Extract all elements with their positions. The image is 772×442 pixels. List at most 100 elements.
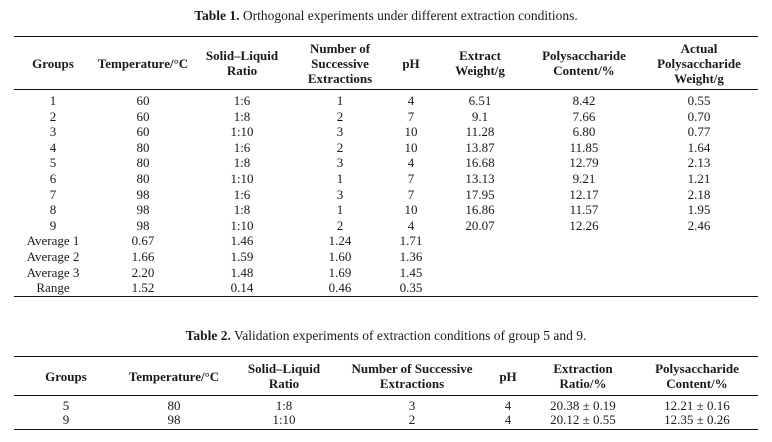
table1-cell: 98: [136, 202, 150, 218]
table1-row: 4 80 1:6 2 10 13.87 11.85 1.64: [14, 140, 758, 156]
table2-cell: 3: [408, 398, 416, 413]
table1-cell: 2.13: [687, 155, 711, 171]
table1-cell: 5: [49, 155, 57, 171]
table1-cell: 6.80: [572, 124, 596, 140]
table1-cell: 0.67: [131, 233, 155, 249]
table1-cell: [640, 249, 758, 265]
table1-header-ph: pH: [402, 55, 420, 71]
table1-cell: 1:6: [233, 139, 251, 155]
table1-cell: 3: [336, 124, 344, 140]
table1-cell: 10: [404, 124, 418, 140]
table1-row: Average 2 1.66 1.59 1.60 1.36: [14, 249, 758, 265]
table1-cell: 4: [49, 139, 57, 155]
table1-cell: 0.77: [687, 124, 711, 140]
table2-cell: 20.12 ± 0.55: [530, 413, 636, 430]
table1-cell: 60: [136, 93, 150, 108]
table1-cell: [640, 280, 758, 297]
table1-cell: 1.52: [92, 280, 194, 297]
table1-cell: 16.68: [465, 155, 495, 171]
table2-caption-text: Validation experiments of extraction con…: [230, 328, 587, 343]
table1-cell: 13.13: [465, 170, 495, 186]
table1-cell: 10: [404, 139, 418, 155]
table1-cell: 1: [49, 93, 57, 108]
table1-row: 9 98 1:10 2 4 20.07 12.26 2.46: [14, 218, 758, 234]
table1-cell: 1.48: [230, 264, 254, 280]
table1-cell: 1.64: [687, 139, 711, 155]
table1-row: 6 80 1:10 1 7 13.13 9.21 1.21: [14, 171, 758, 187]
table2-caption: Table 2. Validation experiments of extra…: [0, 328, 772, 344]
table1-cell: 2: [49, 108, 57, 124]
table2-cell: 80: [167, 398, 181, 413]
table2-header-temperature: Temperature/°C: [128, 368, 220, 384]
table1-cell: 0.55: [687, 93, 711, 108]
table1-cell: 9.21: [572, 170, 596, 186]
table1-row: 8 98 1:8 1 10 16.86 11.57 1.95: [14, 202, 758, 218]
table1-cell: 1:6: [233, 93, 251, 108]
table1-cell: 0.35: [390, 280, 432, 297]
table1-cell: 1:8: [233, 202, 251, 218]
table1-row: 7 98 1:6 3 7 17.95 12.17 2.18: [14, 187, 758, 203]
table1-cell: [640, 233, 758, 249]
table1-cell: 7: [49, 186, 57, 202]
table1-cell: 7: [407, 170, 415, 186]
table1-cell: 2.46: [687, 217, 711, 233]
table1-caption-label: Table 1.: [194, 8, 240, 23]
table1-cell: 3: [336, 155, 344, 171]
table1-cell: 1.45: [399, 264, 423, 280]
table1-cell: 1: [336, 202, 344, 218]
table1-header-extractions: Number of Successive Extractions: [307, 40, 373, 86]
table1-cell: 1:8: [233, 108, 251, 124]
table2-header-extraction-ratio: Extraction Ratio/%: [553, 361, 613, 391]
table1-cell: 9: [49, 217, 57, 233]
table1-header-row: Groups Temperature/°C Solid–Liquid Ratio…: [14, 36, 758, 90]
table1-cell: 1: [336, 93, 344, 108]
table2-header-ph: pH: [499, 368, 517, 384]
table1-cell: 0.46: [290, 280, 390, 297]
table1-cell: 11.28: [465, 124, 495, 140]
table1-cell: 8.42: [572, 93, 596, 108]
table1-cell: 0.70: [687, 108, 711, 124]
table1-cell: [432, 249, 528, 265]
table1-cell: 1.66: [131, 248, 155, 264]
table1-cell: 7.66: [572, 108, 596, 124]
table2-cell: 1:8: [275, 398, 293, 413]
table1-cell: 1.36: [399, 248, 423, 264]
table1-cell: 1.59: [230, 248, 254, 264]
table2-cell: 4: [504, 398, 512, 413]
table1-cell: 2.18: [687, 186, 711, 202]
table1-cell: [528, 233, 640, 249]
table2-cell: 4: [486, 413, 530, 430]
table1-cell: 2: [336, 217, 344, 233]
table1-row: 2 60 1:8 2 7 9.1 7.66 0.70: [14, 109, 758, 125]
table1-cell: 7: [407, 186, 415, 202]
table1-cell: [528, 265, 640, 281]
table2-header-ratio: Solid–Liquid Ratio: [247, 361, 321, 391]
table1-cell: 60: [136, 108, 150, 124]
table2: Groups Temperature/°C Solid–Liquid Ratio…: [14, 356, 758, 430]
table1-header-temperature: Temperature/°C: [97, 55, 189, 71]
table1-cell: 3: [49, 124, 57, 140]
table2-row: 9 98 1:10 2 4 20.12 ± 0.55 12.35 ± 0.26: [14, 413, 758, 430]
table1-row: Average 1 0.67 1.46 1.24 1.71: [14, 233, 758, 249]
table1-cell: 13.87: [465, 139, 495, 155]
table1-cell: 4: [407, 155, 415, 171]
table1-cell: 16.86: [465, 202, 495, 218]
table1-header-content: Polysaccharide Content/%: [542, 48, 626, 78]
table1-header-ratio: Solid–Liquid Ratio: [205, 48, 279, 78]
table1-cell: [432, 280, 528, 297]
table2-cell: 98: [118, 413, 230, 430]
table1-row: Average 3 2.20 1.48 1.69 1.45: [14, 265, 758, 281]
table1-cell: 10: [404, 202, 418, 218]
table1-cell: Average 2: [26, 248, 80, 264]
table1-cell: 1.71: [399, 233, 423, 249]
table1-cell: 12.26: [569, 217, 599, 233]
table1-cell: 8: [49, 202, 57, 218]
table1-cell: 11.85: [569, 139, 599, 155]
table2-cell: 20.38 ± 0.19: [550, 398, 616, 413]
table1-cell: 3: [336, 186, 344, 202]
table1-cell: 9.1: [471, 108, 489, 124]
table1-cell: 12.17: [569, 186, 599, 202]
table2-cell: 1:10: [230, 413, 338, 430]
table1-cell: 1.60: [328, 248, 352, 264]
table1-cell: 4: [407, 93, 415, 108]
